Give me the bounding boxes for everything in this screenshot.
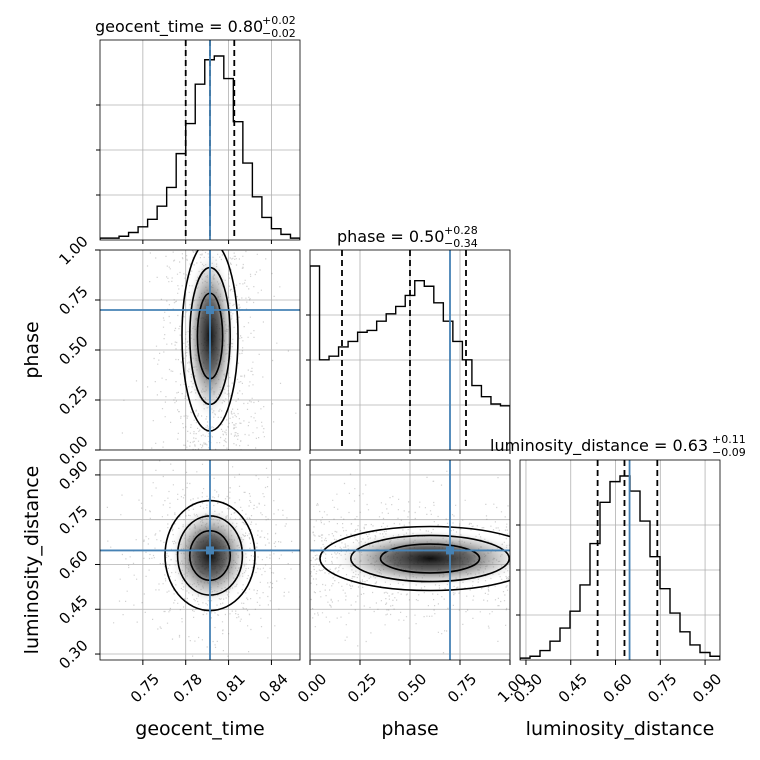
title-geocent-time-minus: −0.02: [262, 27, 296, 40]
panel-frame: [519, 459, 721, 661]
truth-marker: [206, 546, 214, 555]
x-tick-label: 0.75: [444, 670, 480, 706]
contour-line: [379, 543, 481, 574]
title-phase-minus: −0.34: [444, 237, 478, 250]
x-tick-label: 0.50: [394, 670, 430, 706]
truth-marker: [206, 306, 214, 314]
x-tick-label: 0.78: [170, 670, 206, 706]
y-tick-label: 0.30: [55, 636, 91, 672]
x-tick-label: 0.60: [599, 670, 635, 706]
title-luminosity-distance-minus: −0.09: [712, 446, 746, 459]
title-phase: phase = 0.50: [337, 227, 444, 246]
x-tick-label: 0.45: [555, 670, 591, 706]
y-axis-label-luminosity-distance: luminosity_distance: [21, 466, 43, 655]
x-tick-label: 0.00: [294, 670, 330, 706]
hist-panel-phase: [310, 250, 510, 450]
x-tick-label: 0.84: [255, 670, 291, 706]
truth-marker: [446, 546, 454, 555]
contour-line: [349, 534, 510, 583]
title-phase-plus: +0.28: [444, 224, 478, 237]
density-fill: [331, 529, 510, 588]
title-luminosity-distance: luminosity_distance = 0.63: [490, 436, 708, 456]
x-axis-label-phase: phase: [381, 718, 438, 740]
contour-line: [319, 525, 510, 592]
hist-step-line: [100, 55, 300, 240]
panel-frame: [99, 459, 301, 661]
y-tick-label: 1.00: [55, 232, 91, 268]
hist-step-line: [520, 475, 720, 660]
hist-panel-luminosity-distance: [520, 460, 720, 660]
y-tick-label: 0.60: [55, 547, 91, 583]
x-tick-label: 0.90: [689, 670, 725, 706]
y-tick-label: 0.25: [55, 382, 91, 418]
x-tick-label: 0.25: [344, 670, 380, 706]
hist-panel-geocent-time: [100, 40, 300, 240]
panel-frame: [99, 39, 301, 241]
title-geocent-time: geocent_time = 0.80: [95, 17, 263, 37]
y-axis-label-phase: phase: [21, 321, 43, 378]
y-tick-label: 0.45: [55, 592, 91, 628]
y-tick-label: 0.50: [55, 332, 91, 368]
scatter-panel-geocent-time-vs-luminosity-distance: [100, 460, 300, 660]
y-tick-label: 0.75: [55, 282, 91, 318]
x-axis-label-luminosity-distance: luminosity_distance: [526, 718, 715, 740]
scatter-panel-geocent-time-vs-phase: [100, 250, 300, 450]
x-tick-label: 0.75: [127, 670, 163, 706]
title-luminosity-distance-plus: +0.11: [712, 433, 746, 446]
x-tick-label: 0.81: [213, 670, 249, 706]
y-tick-label: 0.75: [55, 502, 91, 538]
title-geocent-time-plus: +0.02: [262, 14, 296, 27]
x-axis-label-geocent-time: geocent_time: [135, 718, 264, 740]
x-tick-label: 0.75: [644, 670, 680, 706]
scatter-panel-phase-vs-luminosity-distance: [310, 460, 510, 660]
